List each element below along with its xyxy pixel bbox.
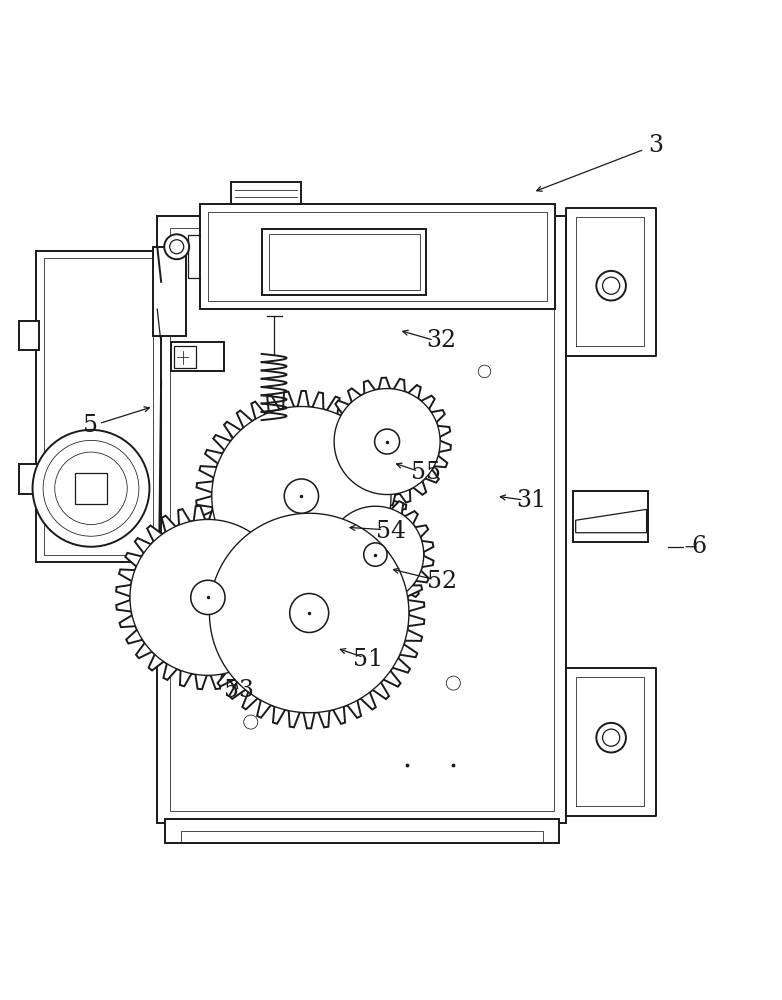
Text: 32: 32 <box>427 329 457 352</box>
Circle shape <box>597 271 626 301</box>
Bar <box>263 229 426 295</box>
Circle shape <box>603 729 619 746</box>
Circle shape <box>597 723 626 752</box>
Text: 51: 51 <box>353 648 382 671</box>
Circle shape <box>479 365 491 378</box>
Bar <box>269 234 420 290</box>
Bar <box>181 831 543 843</box>
Bar <box>200 204 554 309</box>
Polygon shape <box>327 506 424 603</box>
Polygon shape <box>194 498 425 728</box>
Circle shape <box>164 234 189 259</box>
Circle shape <box>164 577 189 602</box>
Bar <box>231 182 301 204</box>
Circle shape <box>375 429 400 454</box>
Text: 55: 55 <box>411 461 441 484</box>
Text: 53: 53 <box>224 679 254 702</box>
Bar <box>157 216 566 823</box>
Bar <box>153 247 186 336</box>
Text: 54: 54 <box>376 520 406 543</box>
Circle shape <box>191 580 225 615</box>
Text: 3: 3 <box>648 134 663 157</box>
Text: 6: 6 <box>691 535 706 558</box>
Bar <box>208 212 547 301</box>
Text: 5: 5 <box>84 414 99 437</box>
Circle shape <box>244 715 258 729</box>
Circle shape <box>43 440 139 536</box>
Bar <box>170 228 554 811</box>
Bar <box>20 464 39 494</box>
Polygon shape <box>210 513 409 713</box>
Circle shape <box>364 543 387 566</box>
Circle shape <box>230 428 241 439</box>
Circle shape <box>55 452 127 525</box>
Polygon shape <box>196 391 407 601</box>
Bar <box>37 251 161 562</box>
Circle shape <box>603 277 619 294</box>
Bar <box>572 491 648 542</box>
Circle shape <box>284 479 318 513</box>
Bar <box>75 473 106 504</box>
Circle shape <box>170 240 184 254</box>
Text: 31: 31 <box>516 489 547 512</box>
Bar <box>171 342 224 371</box>
Polygon shape <box>116 506 300 689</box>
Bar <box>165 819 558 843</box>
Bar <box>174 346 196 368</box>
Polygon shape <box>212 406 391 586</box>
Circle shape <box>447 676 461 690</box>
Polygon shape <box>576 509 647 533</box>
Circle shape <box>289 594 328 632</box>
Polygon shape <box>317 496 433 613</box>
Text: 52: 52 <box>427 570 457 593</box>
Polygon shape <box>130 519 285 675</box>
Circle shape <box>33 430 149 547</box>
Bar <box>20 321 39 350</box>
Polygon shape <box>334 389 440 495</box>
Polygon shape <box>323 378 451 505</box>
Bar <box>45 258 153 555</box>
Circle shape <box>170 583 184 597</box>
